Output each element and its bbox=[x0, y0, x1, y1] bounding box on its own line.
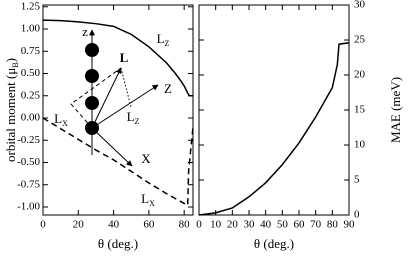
x-axis-title: θ (deg.) bbox=[98, 236, 138, 251]
series-label: LX bbox=[141, 191, 155, 208]
text-part: L bbox=[54, 111, 62, 126]
x-tick-label: 80 bbox=[179, 219, 191, 231]
x-tick-label: 20 bbox=[227, 219, 239, 231]
text-part: orbital moment (μ bbox=[3, 68, 18, 162]
data-line bbox=[42, 117, 194, 207]
text-part: X bbox=[149, 199, 155, 208]
text-part: ) bbox=[3, 58, 18, 62]
x-tick-label: 30 bbox=[244, 219, 256, 231]
x-tick-label: 90 bbox=[344, 219, 356, 231]
x-tick-label: 60 bbox=[143, 219, 155, 231]
data-line bbox=[198, 42, 350, 216]
y-axis-title: orbital moment (μB) bbox=[3, 58, 20, 162]
text-part: L bbox=[157, 31, 165, 46]
x-tick-label: 40 bbox=[108, 219, 120, 231]
series-label: LZ bbox=[157, 31, 170, 48]
y-tick-label: -0.25 bbox=[17, 134, 40, 146]
y-tick-label: -1.00 bbox=[17, 201, 40, 213]
x-tick-label: 0 bbox=[40, 219, 46, 231]
plot-frame bbox=[42, 4, 194, 216]
diagram bbox=[70, 29, 159, 167]
y-tick-label: 5 bbox=[354, 174, 360, 186]
x-tick-label: 80 bbox=[327, 219, 339, 231]
text-part: Z bbox=[135, 117, 140, 126]
annotation: z bbox=[82, 24, 88, 39]
text-part: L bbox=[141, 191, 149, 206]
plot-frame bbox=[198, 4, 350, 216]
annotation: X bbox=[141, 151, 151, 166]
y-tick-label: 10 bbox=[354, 139, 366, 151]
y-tick-label: -0.50 bbox=[17, 156, 40, 168]
y-tick-label: -0.75 bbox=[17, 178, 40, 190]
data-line bbox=[42, 19, 193, 97]
annotation: L bbox=[120, 50, 129, 65]
y-tick-label: 0.25 bbox=[21, 89, 41, 101]
x-tick-label: 10 bbox=[210, 219, 222, 231]
x-tick-label: 60 bbox=[294, 219, 306, 231]
y-tick-label: 30 bbox=[354, 0, 366, 11]
annotation: LZ bbox=[127, 109, 140, 126]
y-axis-title: MAE (meV) bbox=[388, 77, 403, 143]
text-part: Z bbox=[165, 39, 170, 48]
y-tick-label: 20 bbox=[354, 69, 366, 81]
y-tick-label: 25 bbox=[354, 34, 366, 46]
text-part: X bbox=[62, 119, 68, 128]
text-part: B bbox=[11, 62, 20, 67]
y-tick-label: 1.00 bbox=[21, 23, 41, 35]
y-tick-label: 15 bbox=[354, 104, 366, 116]
x-axis-title: θ (deg.) bbox=[254, 236, 294, 251]
x-tick-label: 70 bbox=[310, 219, 322, 231]
y-tick-label: 1.25 bbox=[21, 0, 41, 12]
x-tick-label: 40 bbox=[260, 219, 272, 231]
x-tick-label: 20 bbox=[73, 219, 85, 231]
x-tick-label: 50 bbox=[277, 219, 289, 231]
y-tick-label: 0.50 bbox=[21, 67, 41, 79]
annotation: LX bbox=[54, 111, 68, 128]
text-part: L bbox=[127, 109, 135, 124]
y-tick-label: 0 bbox=[354, 209, 360, 221]
annotation: Z bbox=[164, 81, 172, 96]
y-tick-label: 0.75 bbox=[21, 45, 41, 57]
y-tick-label: 0.00 bbox=[21, 112, 41, 124]
x-tick-label: 0 bbox=[196, 219, 202, 231]
